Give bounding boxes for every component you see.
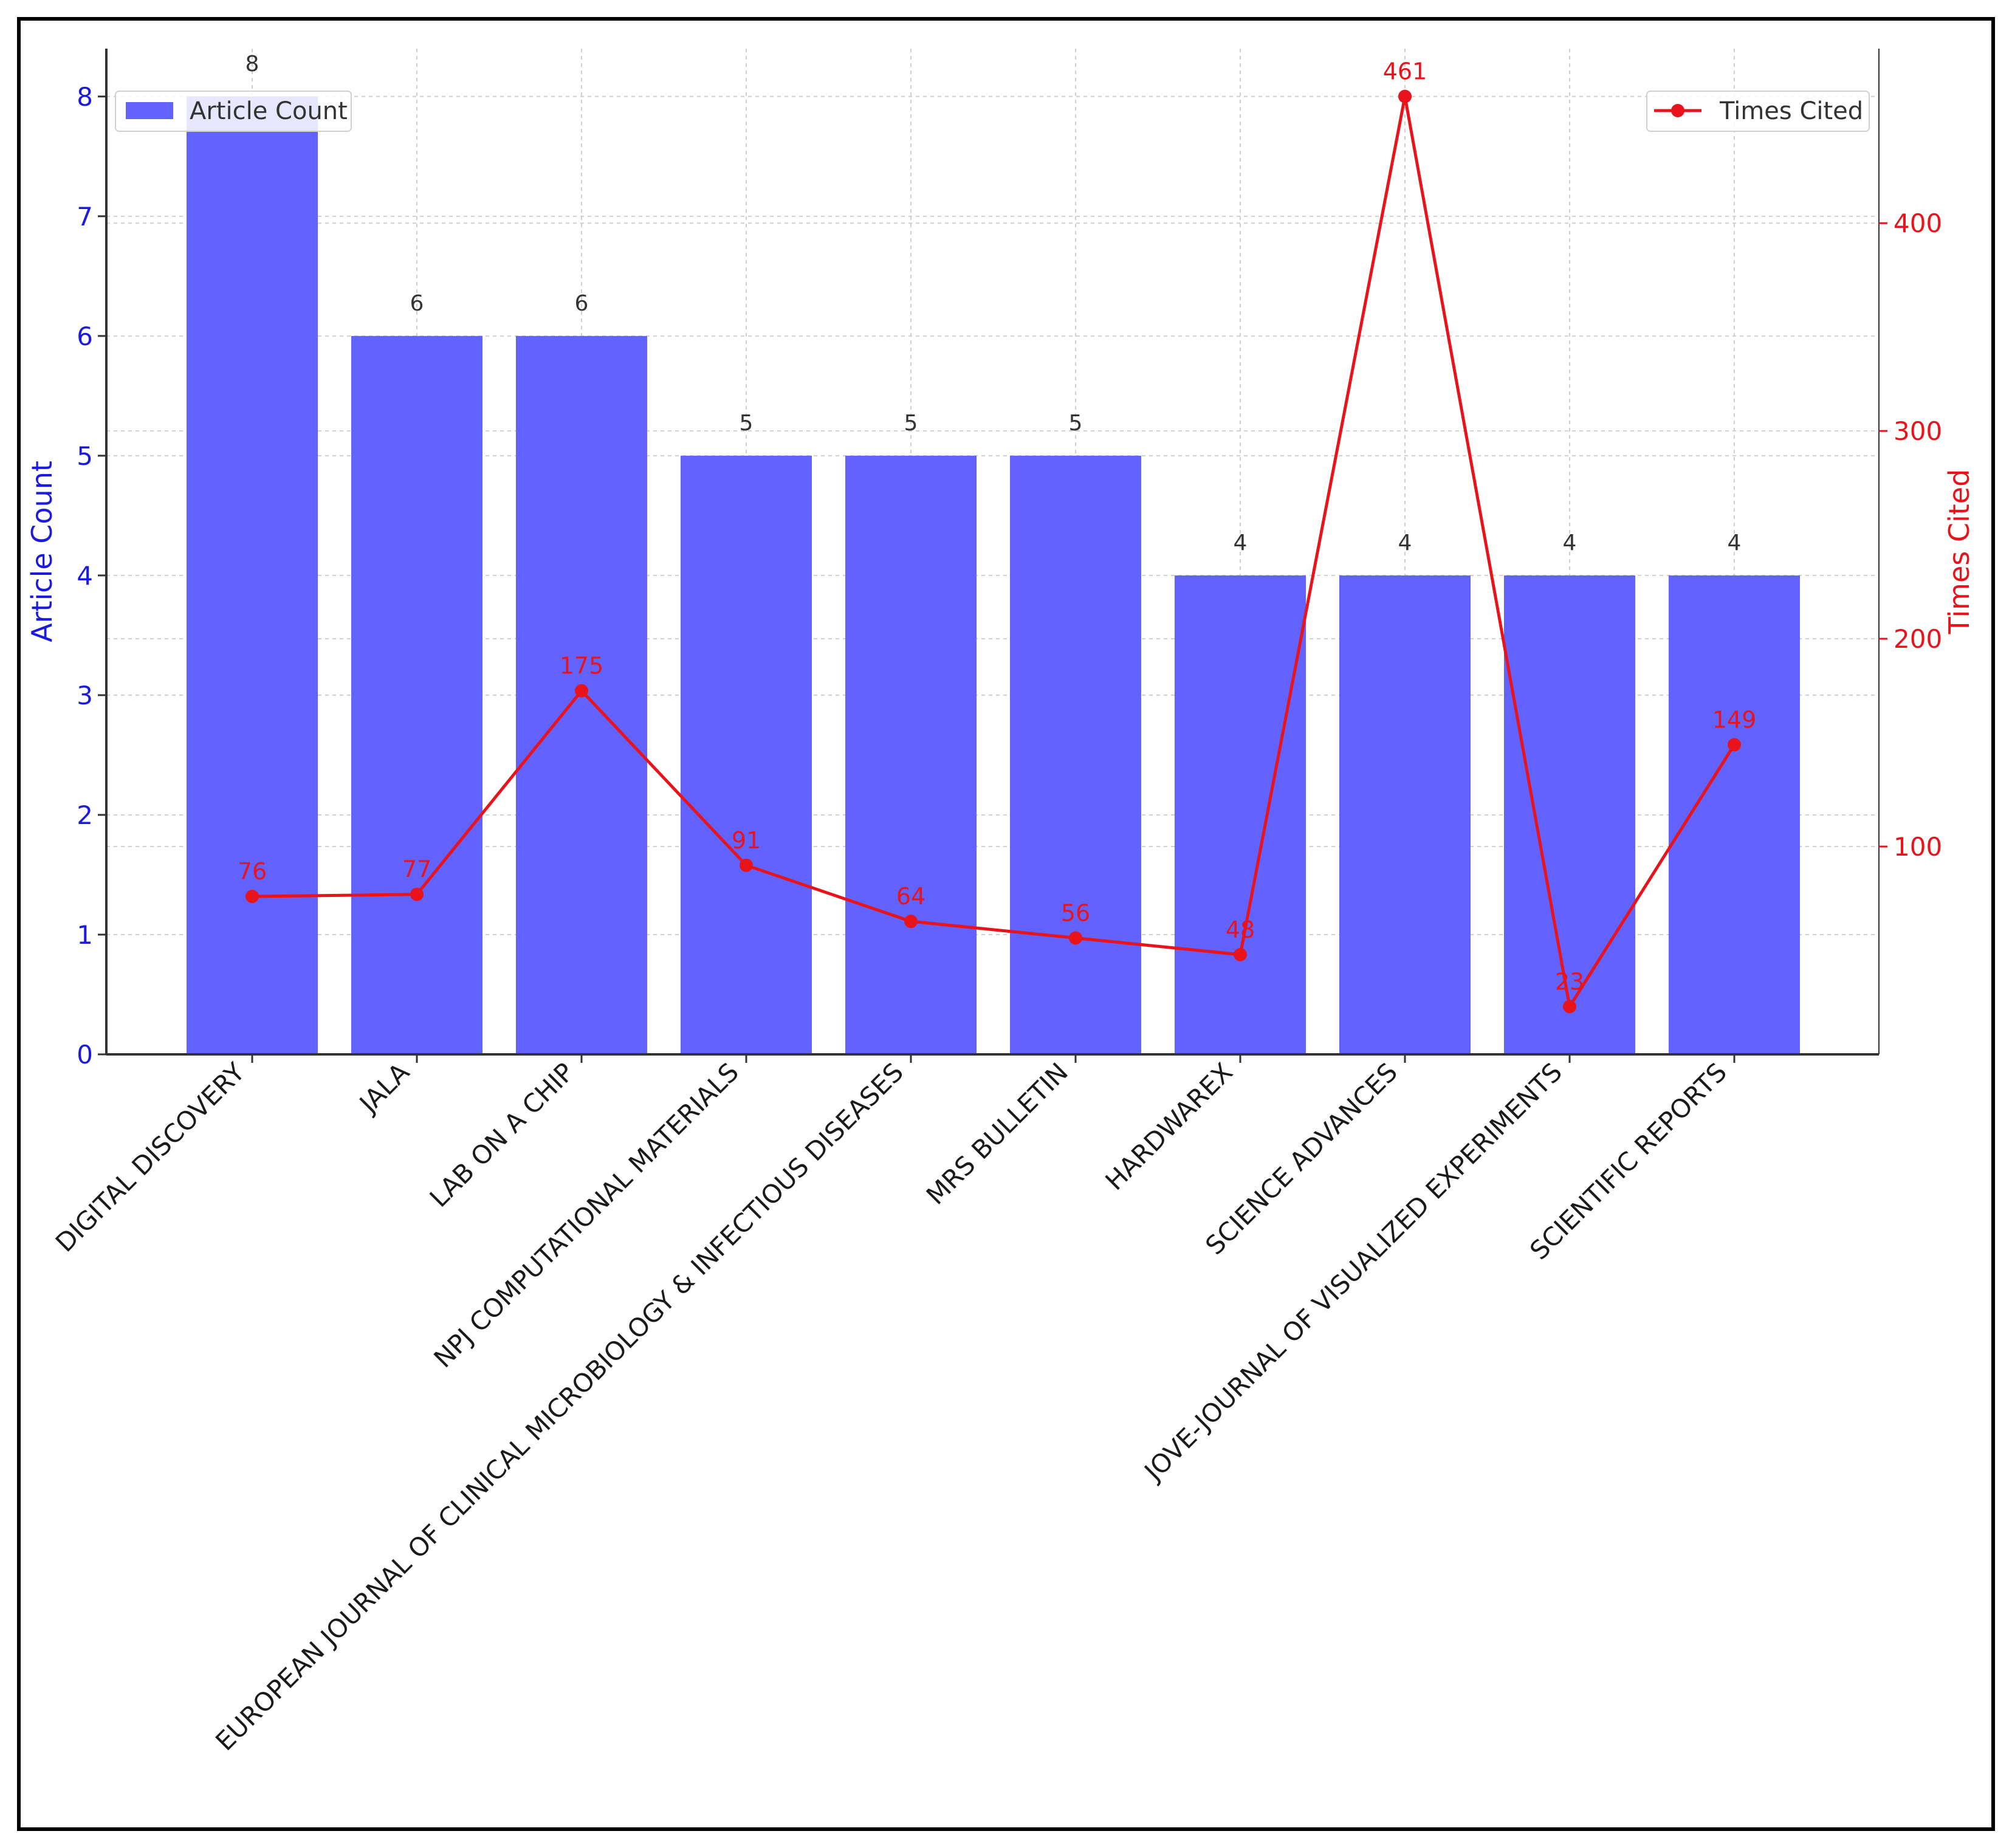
- times-cited-value-label: 76: [238, 858, 267, 885]
- bar-value-label: 6: [410, 291, 424, 316]
- bar: [1669, 575, 1800, 1054]
- x-category-label: DIGITAL DISCOVERY: [50, 1057, 250, 1257]
- bar-value-label: 8: [245, 52, 259, 77]
- times-cited-point: [1563, 1000, 1576, 1014]
- left-tick-label: 4: [77, 561, 93, 591]
- x-category-label: EUROPEAN JOURNAL OF CLINICAL MICROBIOLOG…: [210, 1057, 909, 1756]
- left-tick-label: 5: [77, 441, 93, 471]
- legend-times-cited-label: Times Cited: [1719, 97, 1863, 125]
- times-cited-point: [245, 890, 259, 904]
- left-tick-label: 1: [77, 920, 93, 950]
- x-category-label: MRS BULLETIN: [921, 1057, 1074, 1210]
- bar: [681, 455, 812, 1054]
- bar: [1175, 575, 1306, 1054]
- right-tick-label: 400: [1894, 208, 1942, 238]
- times-cited-point: [904, 915, 918, 929]
- bar: [845, 455, 977, 1054]
- right-tick-label: 200: [1894, 624, 1942, 654]
- times-cited-point: [410, 887, 424, 901]
- times-cited-point: [575, 684, 588, 698]
- bar-value-label: 5: [740, 411, 754, 436]
- left-axis-title: Article Count: [26, 461, 58, 642]
- times-cited-point: [1069, 931, 1082, 945]
- bar: [1504, 575, 1635, 1054]
- times-cited-point: [1398, 89, 1412, 103]
- left-tick-label: 2: [77, 800, 93, 830]
- bar: [187, 96, 318, 1054]
- bar-value-label: 5: [1069, 411, 1083, 436]
- legend-article-count-label: Article Count: [190, 97, 348, 125]
- left-tick-label: 3: [77, 681, 93, 710]
- times-cited-value-label: 149: [1712, 707, 1757, 733]
- x-category-label: HARDWAREX: [1099, 1057, 1238, 1196]
- bar: [1339, 575, 1471, 1054]
- times-cited-point: [1728, 738, 1741, 752]
- times-cited-value-label: 48: [1226, 916, 1255, 943]
- legend-right-box: [1646, 91, 1870, 132]
- times-cited-value-label: 23: [1555, 968, 1584, 995]
- times-cited-point: [740, 858, 753, 872]
- x-category-label: JALA: [352, 1057, 415, 1119]
- x-category-label: NPJ COMPUTATIONAL MATERIALS: [428, 1057, 744, 1373]
- left-tick-label: 7: [77, 202, 93, 232]
- times-cited-value-label: 64: [896, 883, 925, 910]
- right-tick-label: 300: [1894, 416, 1942, 446]
- legend-times-cited-marker: [1671, 104, 1684, 117]
- times-cited-value-label: 461: [1383, 58, 1427, 85]
- right-axis-title: Times Cited: [1943, 469, 1976, 635]
- times-cited-value-label: 91: [732, 827, 761, 854]
- left-tick-label: 6: [77, 321, 93, 351]
- times-cited-value-label: 77: [402, 856, 431, 883]
- bar-value-label: 4: [1728, 531, 1742, 555]
- bar-value-label: 4: [1563, 531, 1577, 555]
- left-tick-label: 0: [77, 1040, 93, 1070]
- bar: [1010, 455, 1141, 1054]
- x-category-label: SCIENCE ADVANCES: [1200, 1057, 1403, 1260]
- legend-article-count-swatch: [126, 102, 173, 119]
- x-category-label: LAB ON A CHIP: [424, 1057, 580, 1213]
- bar: [351, 335, 482, 1054]
- figure-frame: [17, 17, 1995, 1831]
- bar-value-label: 5: [904, 411, 918, 436]
- legend-left-box: [115, 91, 352, 132]
- times-cited-line: [252, 96, 1736, 1011]
- times-cited-value-label: 56: [1061, 900, 1090, 927]
- left-tick-label: 8: [77, 82, 93, 112]
- right-tick-label: 100: [1894, 832, 1942, 862]
- bar-value-label: 6: [575, 291, 589, 316]
- times-cited-value-label: 175: [560, 653, 604, 679]
- bar-value-label: 4: [1234, 531, 1248, 555]
- bar-value-label: 4: [1398, 531, 1412, 555]
- times-cited-point: [1234, 947, 1247, 961]
